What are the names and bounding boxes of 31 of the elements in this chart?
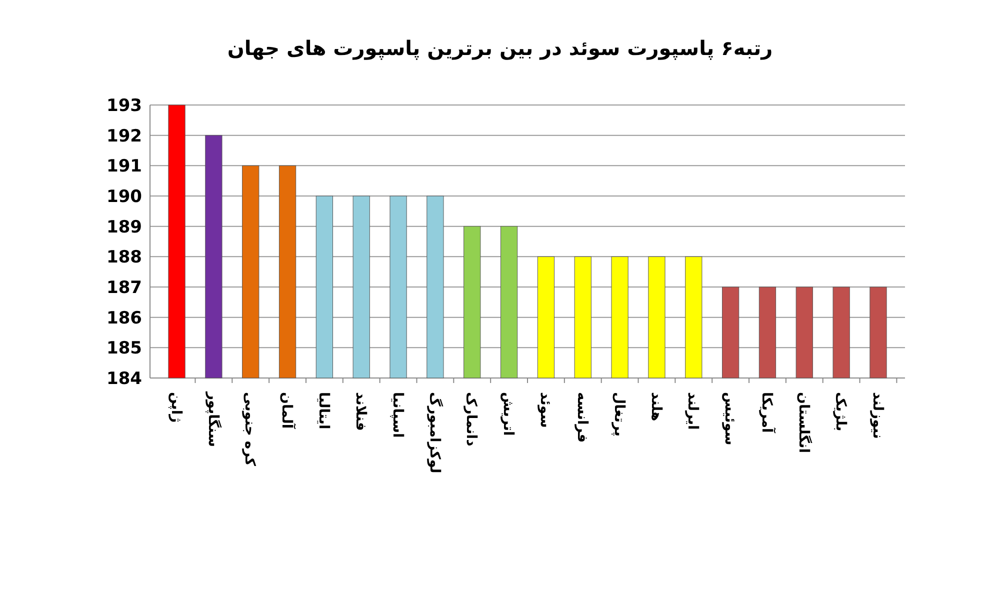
x-tick-label: کره جنوبی bbox=[242, 392, 258, 467]
y-tick-label: 193 bbox=[106, 96, 142, 116]
x-tick-label: دانمارک bbox=[463, 392, 480, 446]
x-tick-label: انگلستان bbox=[795, 392, 812, 454]
x-tick-label: ایتالیا bbox=[316, 392, 332, 430]
x-tick-label: فنلاند bbox=[352, 392, 368, 431]
x-tick-label: آمریکا bbox=[758, 392, 777, 434]
x-tick-label: سنگاپور bbox=[204, 391, 222, 447]
x-tick-label: ایرلند bbox=[684, 392, 701, 430]
x-tick-label: لوکزامبورگ bbox=[426, 392, 444, 474]
x-tick-label: سوئد bbox=[537, 392, 554, 428]
x-tick-label: فرانسه bbox=[574, 392, 590, 443]
y-tick-label: 187 bbox=[106, 278, 142, 298]
y-tick-label: 185 bbox=[106, 338, 142, 359]
y-tick-label: 192 bbox=[106, 126, 142, 146]
x-tick-label: بلژیک bbox=[832, 392, 848, 432]
x-tick-label: آلمان bbox=[278, 392, 297, 430]
y-tick-label: 190 bbox=[106, 186, 142, 207]
y-tick-label: 186 bbox=[106, 308, 142, 328]
y-tick-label: 191 bbox=[106, 156, 142, 177]
x-tick-label: ژاپن bbox=[168, 392, 184, 423]
chart-title: رتبه۶ پاسپورت سوئد در بین برترین پاسپورت های جهان bbox=[227, 36, 773, 60]
x-tick-label: اتریش bbox=[500, 392, 516, 436]
y-tick-label: 189 bbox=[106, 217, 142, 238]
y-tick-label: 184 bbox=[106, 368, 142, 389]
x-tick-label: نیوزلند bbox=[869, 392, 886, 439]
x-tick-label: پرتغال bbox=[610, 392, 627, 437]
y-tick-label: 188 bbox=[106, 248, 142, 268]
x-tick-label: سوئیس bbox=[722, 392, 738, 446]
x-tick-label: هلند bbox=[648, 392, 664, 422]
x-tick-label: اسپانیا bbox=[389, 392, 406, 438]
